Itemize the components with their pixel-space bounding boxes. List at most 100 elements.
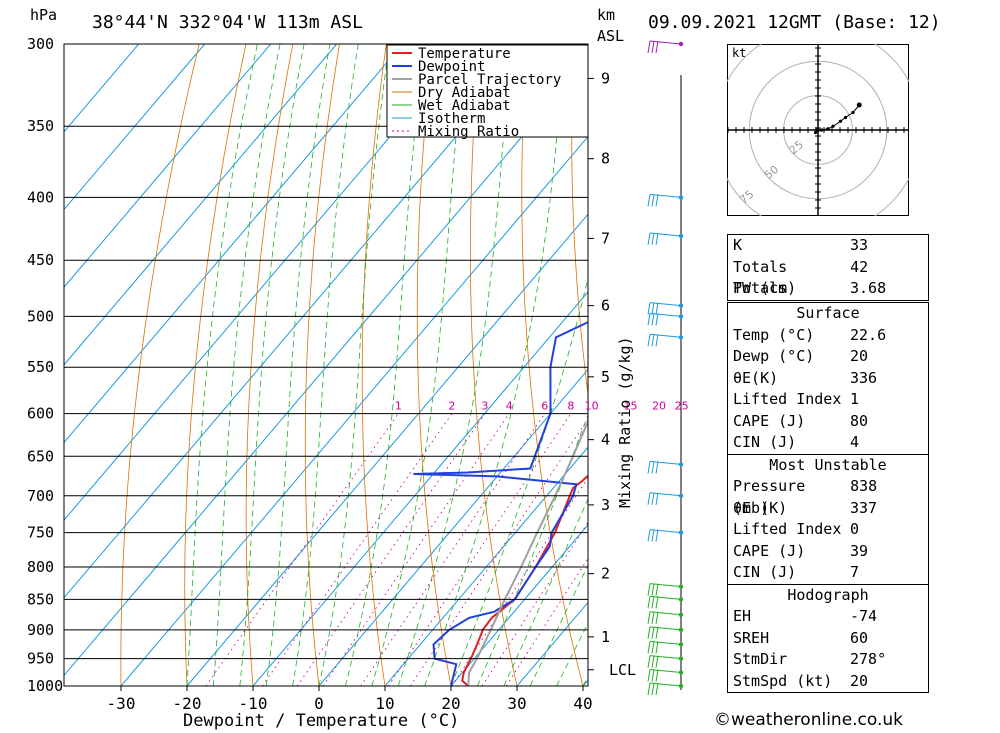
- index-label: Lifted Index: [733, 390, 842, 408]
- indices-surface-panel: Surface Temp (°C) 22.6 Dewp (°C) 20 θE(K) 3…: [727, 302, 929, 693]
- wind-barb: [647, 640, 682, 654]
- mixing-ratio-line: [296, 413, 486, 686]
- mixing-ratio-axis-label: Mixing Ratio (g/kg): [616, 336, 634, 508]
- dry-adiabat-line: [120, 44, 200, 686]
- wet-adiabat-line: [397, 44, 512, 686]
- wind-barb: [647, 333, 682, 347]
- index-value: 3.68: [850, 279, 887, 297]
- index-label: Pressure (mb): [733, 477, 806, 517]
- hodograph-point: [843, 115, 848, 120]
- hodograph-title: Hodograph: [728, 583, 928, 607]
- hodograph-point: [851, 110, 855, 115]
- wind-barb: [647, 611, 682, 624]
- isotherm-line: [318, 368, 588, 686]
- legend-wet-adiabat: Wet Adiabat: [418, 98, 511, 114]
- pressure-tick-label: 750: [27, 524, 54, 542]
- wind-barb: [647, 312, 682, 326]
- km-tick-label: 6: [601, 297, 610, 315]
- wet-adiabat-line: [529, 564, 588, 686]
- mixing-ratio-label: 1: [395, 400, 402, 413]
- mixing-ratio-label: 8: [567, 400, 574, 413]
- pressure-unit: hPa: [30, 6, 58, 24]
- index-label: EH: [733, 607, 752, 625]
- series-dewpoint: [413, 321, 588, 686]
- pressure-tick-label: 500: [27, 307, 54, 325]
- hodograph-point: [831, 124, 835, 128]
- asl-unit: ASL: [597, 27, 625, 45]
- pressure-tick-label: 450: [27, 251, 54, 269]
- wet-adiabat-line: [477, 413, 588, 686]
- index-value: 4: [850, 433, 860, 451]
- x-tick-label: -30: [107, 694, 136, 713]
- index-label: CIN (J): [733, 563, 797, 581]
- pressure-tick-label: 550: [27, 358, 54, 376]
- wind-barb: [647, 232, 682, 246]
- index-label: CAPE (J): [733, 411, 806, 430]
- mixing-ratio-label: 25: [675, 400, 689, 413]
- hodograph-unit: kt: [732, 46, 746, 60]
- wind-barb: [647, 492, 682, 505]
- isotherm-line: [64, 44, 536, 599]
- index-value: 1: [850, 390, 860, 408]
- km-tick-label: 2: [601, 565, 610, 583]
- legend: Temperature Dewpoint Parcel Trajectory D…: [386, 44, 589, 140]
- wind-barb: [647, 193, 682, 207]
- isotherm-line: [186, 213, 588, 686]
- isotherm-line: [450, 524, 588, 686]
- dry-adiabat-line: [184, 44, 247, 686]
- legend-dewpoint: Dewpoint: [418, 59, 485, 75]
- dry-adiabat-line: [521, 44, 584, 686]
- index-label: θE(K): [733, 368, 779, 387]
- legend-parcel: Parcel Trajectory: [418, 72, 561, 88]
- mixing-ratio-label: 6: [541, 400, 548, 413]
- pressure-tick-label: 300: [27, 35, 54, 53]
- index-label: Lifted Index: [733, 520, 842, 538]
- mixing-ratio-line: [262, 413, 453, 686]
- index-label: StmSpd (kt): [733, 671, 833, 690]
- isotherm-line: [64, 44, 140, 133]
- index-value: 7: [850, 563, 860, 581]
- km-tick-label: 4: [601, 431, 610, 449]
- mixing-ratio-label: 3: [481, 400, 488, 413]
- index-value: 42: [850, 257, 869, 276]
- wind-barb: [647, 302, 682, 315]
- isotherm-line: [64, 44, 338, 366]
- copyright-link[interactable]: ©weatheronline.co.uk: [714, 710, 904, 730]
- index-value: 20: [850, 347, 869, 365]
- km-tick-label: 9: [601, 69, 610, 87]
- wind-barb: [647, 583, 682, 596]
- datetime-title: 09.09.2021 12GMT (Base: 12): [648, 12, 941, 33]
- mixing-ratio-label: 15: [624, 400, 638, 413]
- dry-adiabat-line: [948, 44, 1000, 686]
- index-value: 33: [850, 236, 869, 254]
- pressure-tick-label: 600: [27, 405, 54, 423]
- km-tick-label: 1: [601, 628, 610, 646]
- x-tick-label: 0: [314, 694, 324, 713]
- isotherm-line: [64, 58, 588, 677]
- pressure-tick-label: 650: [27, 447, 54, 465]
- index-value: 80: [850, 411, 869, 430]
- km-tick-label: LCL: [609, 661, 636, 679]
- mixing-ratio-line: [388, 413, 572, 686]
- pressure-tick-label: 350: [27, 117, 54, 135]
- mixing-ratio-line: [322, 413, 510, 686]
- wet-adiabat-line: [371, 44, 466, 686]
- index-label: CAPE (J): [733, 541, 806, 560]
- legend-isotherm: Isotherm: [418, 111, 485, 127]
- legend-temperature: Temperature: [418, 46, 511, 62]
- hodograph-point: [816, 128, 820, 132]
- x-tick-label: 40: [573, 694, 592, 713]
- isotherm-line: [64, 44, 206, 211]
- x-tick-label: -10: [239, 694, 268, 713]
- mixing-ratio-line: [505, 557, 588, 686]
- x-tick-label: -20: [173, 694, 202, 713]
- index-label: K: [733, 236, 743, 254]
- index-value: 336: [850, 368, 878, 387]
- dry-adiabat-line: [416, 44, 452, 686]
- pressure-tick-label: 800: [27, 558, 54, 576]
- dry-adiabat-line: [994, 44, 1000, 686]
- series-parcel-trajectory: [467, 419, 588, 686]
- wind-barb: [647, 595, 682, 609]
- km-unit: km: [597, 6, 616, 24]
- pressure-tick-label: 1000: [27, 677, 63, 695]
